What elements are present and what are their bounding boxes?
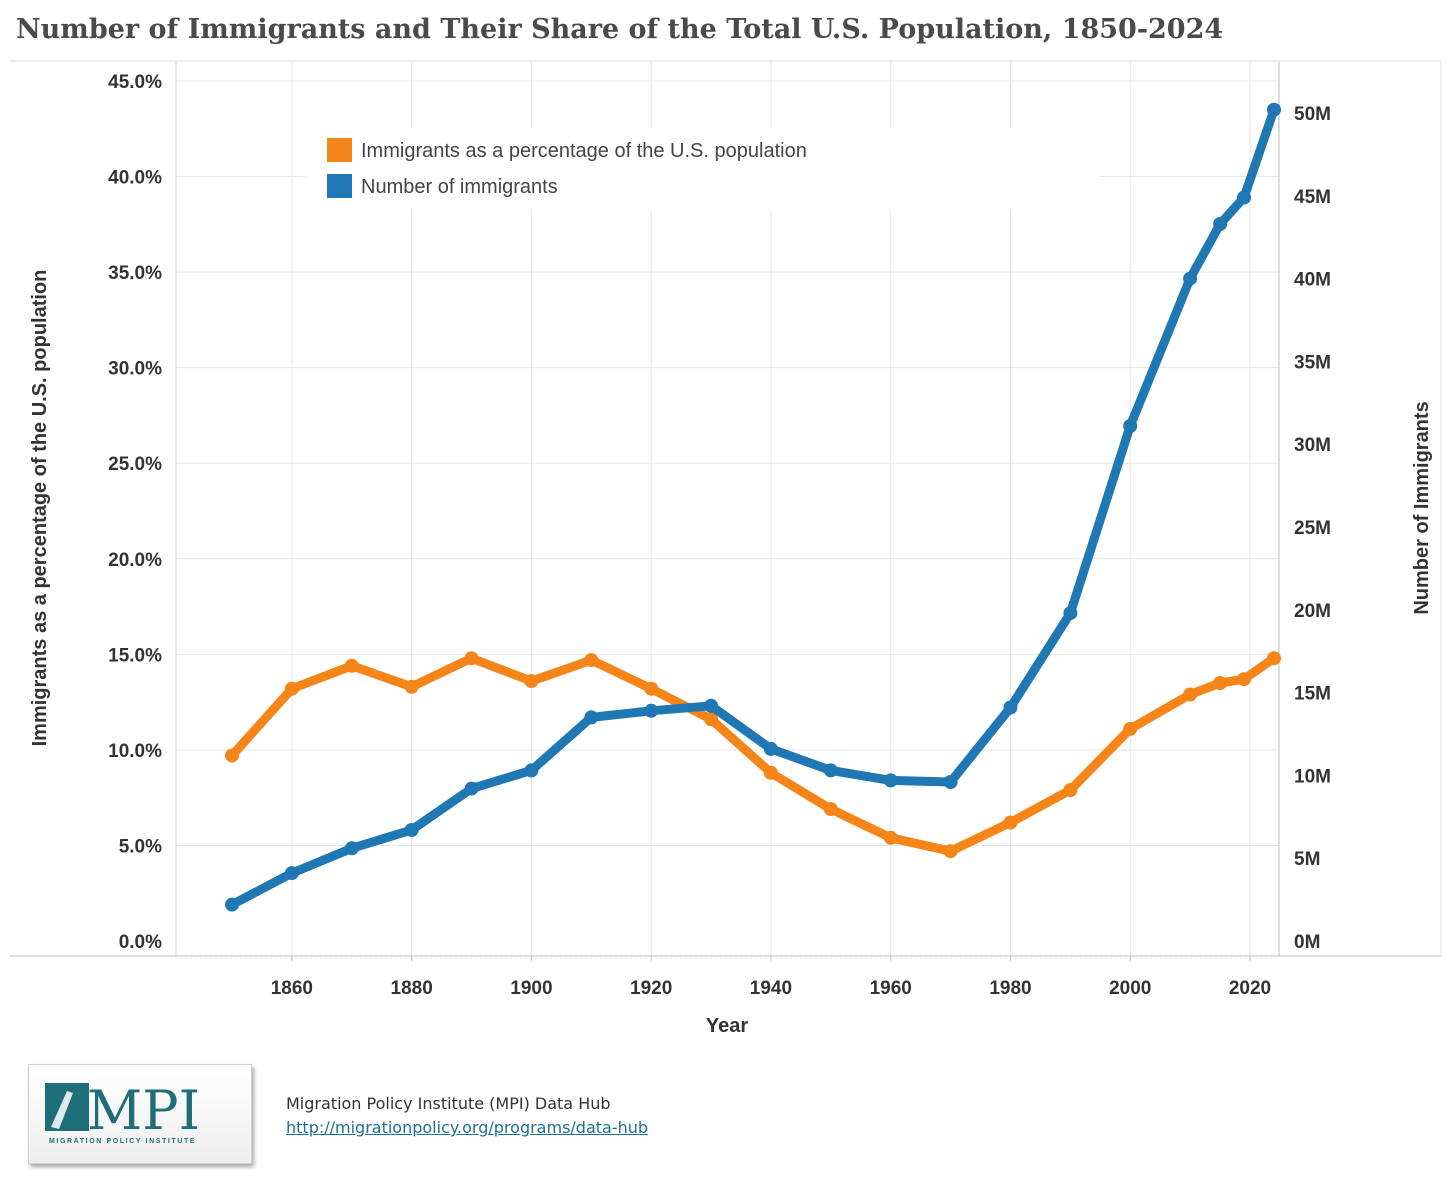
data-point-percentage (704, 712, 719, 727)
y-left-tick-label: 45.0% (108, 72, 162, 93)
x-tick-label: 1900 (510, 978, 552, 999)
data-point-percentage (1237, 672, 1251, 687)
y-left-tick-label: 0.0% (119, 932, 162, 953)
y-right-tick-label: 0M (1294, 932, 1320, 953)
data-point-percentage (584, 653, 599, 668)
data-point-number (1183, 271, 1198, 286)
legend-label-percentage: Immigrants as a percentage of the U.S. p… (361, 140, 807, 162)
y-right-tick-label: 45M (1294, 187, 1331, 208)
y-right-tick-label: 10M (1294, 766, 1331, 787)
x-tick-label: 1860 (271, 978, 313, 999)
data-point-number (1213, 217, 1228, 231)
y-right-tick-label: 40M (1294, 270, 1331, 291)
y-right-tick-label: 15M (1294, 684, 1331, 705)
y-left-tick-label: 35.0% (108, 263, 162, 284)
data-point-number (524, 763, 539, 778)
series-line-percentage (227, 653, 1279, 856)
x-axis-title: Year (706, 1015, 748, 1037)
y-left-tick-label: 25.0% (108, 454, 162, 475)
y-right-tick-label: 20M (1294, 601, 1331, 622)
data-point-percentage (464, 651, 479, 666)
y-left-tick-label: 30.0% (108, 359, 162, 380)
axes: 0.0% 5.0% 10.0% 15.0% 20.0% 25.0% 30.0% 35.0% 40… (10, 62, 1442, 999)
data-point-number (584, 710, 599, 725)
series-line-number (227, 105, 1279, 910)
y-left-tick-label: 15.0% (108, 645, 162, 666)
data-point-percentage (1213, 676, 1228, 690)
legend-label-number: Number of immigrants (361, 176, 558, 198)
data-point-number (344, 841, 359, 856)
data-point-number (404, 823, 419, 837)
legend-background (305, 128, 1100, 210)
x-tick-label: 1960 (870, 978, 912, 999)
data-point-percentage (943, 844, 958, 859)
data-point-number (1237, 190, 1251, 205)
source-note: Migration Policy Institute (MPI) Data Hu… (286, 1092, 648, 1140)
data-point-number (1267, 102, 1281, 117)
data-point-number (1123, 419, 1138, 433)
legend-swatch-number (327, 174, 352, 198)
y-right-tick-label: 30M (1294, 435, 1331, 456)
data-point-number (644, 703, 659, 718)
chart: 0.0% 5.0% 10.0% 15.0% 20.0% 25.0% 30.0% 35.0% 40… (10, 60, 1442, 1037)
source-link[interactable]: http://migrationpolicy.org/programs/data… (286, 1118, 649, 1137)
data-point-number (943, 775, 958, 789)
data-point-percentage (1267, 651, 1281, 666)
data-point-percentage (883, 830, 898, 845)
data-point-percentage (1063, 783, 1078, 797)
legend-swatch-percentage (327, 138, 352, 162)
x-tick-label: 2020 (1229, 978, 1271, 999)
y-axis-right-title: Number of Immigrants (1411, 401, 1433, 614)
y-right-tick-label: 50M (1294, 104, 1331, 125)
x-tick-label: 1920 (630, 978, 672, 999)
y-axis-left-title: Immigrants as a percentage of the U.S. p… (29, 270, 51, 747)
series-layer (225, 102, 1281, 912)
data-point-percentage (524, 674, 539, 689)
data-point-percentage (284, 681, 299, 696)
data-point-number (823, 763, 838, 778)
y-left-tick-label: 40.0% (108, 168, 162, 189)
x-tick-label: 1880 (391, 978, 433, 999)
x-tick-label: 1940 (750, 978, 792, 999)
data-point-number (883, 773, 898, 788)
data-point-percentage (225, 748, 239, 763)
x-tick-label: 1980 (989, 978, 1031, 999)
data-point-number (1003, 700, 1018, 715)
y-left-tick-label: 5.0% (119, 836, 162, 857)
data-point-number (464, 781, 479, 796)
chart-title: Number of Immigrants and Their Share of … (16, 14, 1224, 45)
y-left-tick-label: 20.0% (108, 550, 162, 571)
data-point-percentage (1123, 721, 1138, 736)
y-left-tick-label: 10.0% (108, 741, 162, 762)
data-point-number (1063, 606, 1078, 621)
data-point-percentage (644, 681, 659, 696)
data-point-number (763, 741, 778, 756)
x-tick-label: 2000 (1109, 978, 1151, 999)
logo-mark-stroke (51, 1091, 73, 1129)
data-point-percentage (763, 765, 778, 780)
logo-subtext: MIGRATION POLICY INSTITUTE (49, 1138, 196, 1145)
data-point-number (225, 897, 239, 912)
axis-labels: Year Immigrants as a percentage of the U… (29, 270, 1433, 1037)
source-text: Migration Policy Institute (MPI) Data Hu… (286, 1094, 611, 1113)
data-point-number (704, 698, 719, 713)
data-point-number (284, 866, 299, 881)
data-point-percentage (1183, 687, 1198, 702)
y-right-tick-label: 35M (1294, 352, 1331, 373)
data-point-percentage (823, 802, 838, 817)
data-point-percentage (344, 658, 359, 673)
mpi-logo: MPI MIGRATION POLICY INSTITUTE (28, 1064, 252, 1164)
data-point-percentage (1003, 815, 1018, 830)
data-point-percentage (404, 679, 419, 694)
logo-text: MPI (87, 1079, 200, 1142)
y-right-tick-label: 25M (1294, 518, 1331, 539)
legend: Immigrants as a percentage of the U.S. p… (305, 128, 1100, 210)
y-right-tick-label: 5M (1294, 849, 1320, 870)
